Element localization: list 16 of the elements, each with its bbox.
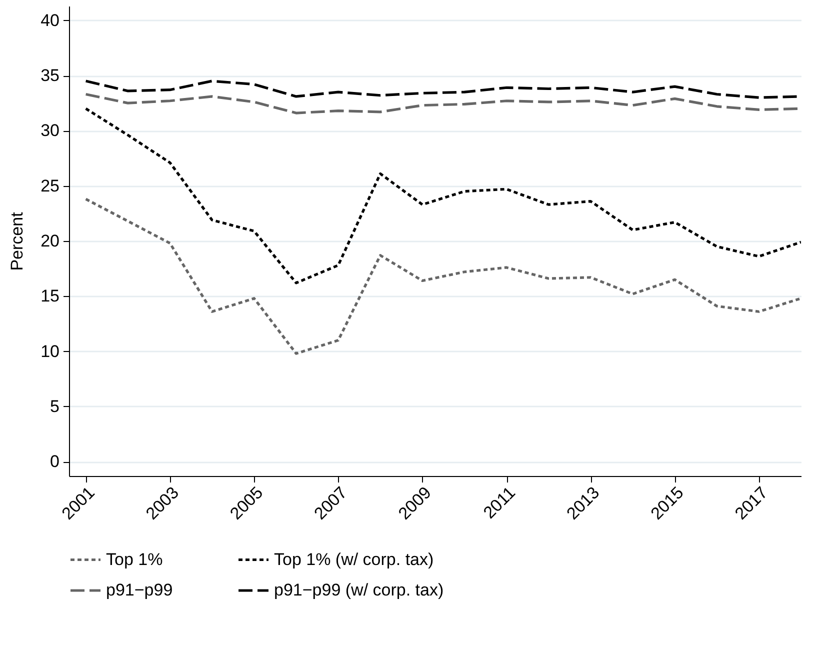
legend-label: p91−p99: [106, 580, 173, 600]
line-series: [84, 198, 801, 355]
legend-label: Top 1%: [106, 550, 163, 569]
y-tick-label: 35: [40, 66, 60, 86]
y-tick-label: 30: [40, 121, 60, 140]
y-axis-title: Percent: [8, 212, 27, 271]
y-tick-label: 40: [40, 10, 60, 30]
line-series: [84, 107, 801, 284]
y-tick-label: 10: [40, 342, 60, 361]
y-tick-label: 15: [40, 286, 60, 306]
y-tick-label: 20: [40, 232, 60, 250]
y-tick-label: 0: [50, 452, 60, 472]
y-tick-label: 25: [40, 176, 60, 196]
legend-label: Top 1% (w/ corp. tax): [274, 550, 434, 569]
y-tick-label: 5: [50, 396, 60, 416]
legend-label: p91−p99 (w/ corp. tax): [274, 580, 444, 600]
